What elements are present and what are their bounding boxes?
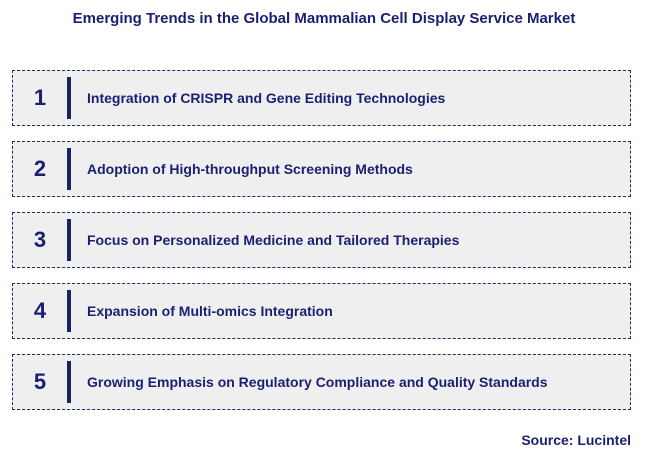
trend-number: 3	[33, 227, 47, 252]
trend-number: 1	[33, 85, 47, 110]
trend-row: 5 Growing Emphasis on Regulatory Complia…	[12, 354, 631, 410]
number-divider	[67, 290, 71, 332]
number-divider	[67, 148, 71, 190]
trend-list: 1 Integration of CRISPR and Gene Editing…	[12, 70, 631, 425]
trend-row: 3 Focus on Personalized Medicine and Tai…	[12, 212, 631, 268]
trend-label: Expansion of Multi-omics Integration	[87, 303, 333, 319]
trend-row: 2 Adoption of High-throughput Screening …	[12, 141, 631, 197]
trend-number: 4	[33, 298, 47, 323]
source-credit: Source: Lucintel	[521, 432, 631, 448]
number-divider	[67, 361, 71, 403]
trend-label: Focus on Personalized Medicine and Tailo…	[87, 232, 460, 248]
trend-number: 5	[33, 369, 47, 394]
trend-number: 2	[33, 156, 47, 181]
trend-row: 1 Integration of CRISPR and Gene Editing…	[12, 70, 631, 126]
number-divider	[67, 219, 71, 261]
trend-label: Adoption of High-throughput Screening Me…	[87, 161, 413, 177]
number-divider	[67, 77, 71, 119]
page-title: Emerging Trends in the Global Mammalian …	[72, 10, 576, 27]
trend-row: 4 Expansion of Multi-omics Integration	[12, 283, 631, 339]
trend-label: Integration of CRISPR and Gene Editing T…	[87, 90, 446, 106]
trend-label: Growing Emphasis on Regulatory Complianc…	[87, 374, 548, 390]
